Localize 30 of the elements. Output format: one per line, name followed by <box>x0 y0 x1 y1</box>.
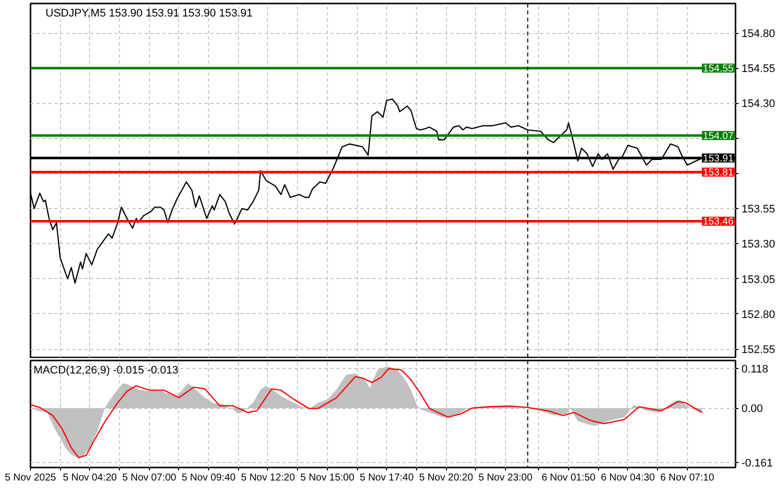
x-tick-label: 5 Nov 12:20 <box>241 472 296 484</box>
ref-line-label: 153.81 <box>702 168 734 179</box>
ref-line-label: 154.55 <box>702 64 734 75</box>
y-tick-label: 154.80 <box>742 28 776 40</box>
x-tick-label: 5 Nov 2025 <box>4 472 57 484</box>
y-tick-label: 152.80 <box>742 308 776 321</box>
y-tick-label: 152.55 <box>742 344 776 356</box>
y-tick-label: 154.55 <box>742 63 776 76</box>
ref-line-label: 153.91 <box>702 154 734 165</box>
y-tick-label: 153.55 <box>742 204 776 216</box>
ref-line-label: 153.46 <box>702 216 734 228</box>
x-tick-label: 5 Nov 04:20 <box>62 472 118 484</box>
chart-title: MACD(12,26,9) -0.015 -0.013 <box>34 364 178 376</box>
chart-title: USDJPY,M5 153.90 153.91 153.90 153.91 <box>46 8 253 20</box>
y-tick-label: 154.30 <box>742 98 776 110</box>
y-tick-label: 0.118 <box>742 363 768 376</box>
x-tick-label: 5 Nov 07:00 <box>122 472 177 484</box>
x-tick-label: 5 Nov 20:20 <box>419 472 474 484</box>
y-tick-label: 0.00 <box>742 403 763 416</box>
x-tick-label: 5 Nov 17:40 <box>360 472 414 484</box>
x-tick-label: 6 Nov 07:10 <box>660 472 715 484</box>
x-tick-label: 5 Nov 09:40 <box>182 472 236 484</box>
x-tick-label: 6 Nov 01:50 <box>542 472 596 484</box>
x-tick-label: 5 Nov 23:00 <box>478 472 533 484</box>
y-tick-label: -0.161 <box>742 457 773 470</box>
x-tick-label: 5 Nov 15:00 <box>300 472 355 484</box>
ref-line-label: 154.07 <box>702 131 734 142</box>
y-tick-label: 153.05 <box>742 274 776 286</box>
y-tick-label: 153.30 <box>742 238 776 251</box>
x-tick-label: 6 Nov 04:30 <box>600 472 656 484</box>
